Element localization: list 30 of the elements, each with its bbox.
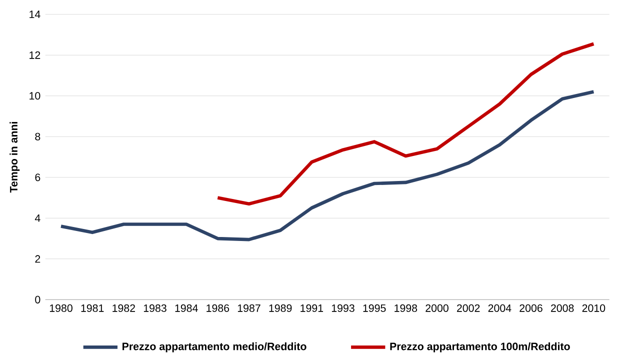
- y-axis-title: Tempo in anni: [10, 122, 20, 193]
- x-tick-label: 1982: [112, 304, 135, 312]
- y-tick-label: 12: [30, 51, 40, 59]
- x-tick-label: 1998: [394, 304, 418, 312]
- x-tick-label: 2010: [582, 304, 606, 312]
- legend-label: Prezzo appartamento 100m/Reddito: [390, 342, 570, 352]
- x-tick-label: 1989: [269, 304, 292, 312]
- x-tick-label: 1984: [175, 304, 198, 312]
- x-tick-label: 2006: [520, 304, 542, 312]
- x-tick-label: 2000: [426, 304, 448, 312]
- y-tick-label: 10: [30, 92, 40, 100]
- x-tick-label: 1986: [206, 304, 230, 312]
- y-tick-label: 14: [30, 10, 40, 18]
- y-tick-label: 8: [35, 132, 40, 140]
- x-tick-label: 1980: [50, 304, 72, 312]
- x-tick-label: 2008: [551, 304, 574, 312]
- x-tick-label: 1991: [300, 304, 324, 312]
- y-tick-label: 6: [35, 174, 40, 182]
- x-tick-label: 1987: [238, 304, 260, 312]
- x-tick-label: 1993: [332, 304, 354, 312]
- y-tick-label: 2: [35, 255, 40, 263]
- x-tick-label: 2004: [488, 304, 512, 312]
- line-series: [216, 42, 596, 206]
- x-tick-label: 1995: [363, 304, 386, 312]
- x-tick-label: 1983: [144, 304, 166, 312]
- legend-label: Prezzo appartamento medio/Reddito: [122, 342, 306, 352]
- y-tick-label: 4: [34, 214, 40, 222]
- x-tick-label: 1981: [81, 304, 104, 312]
- x-tick-label: 2002: [457, 304, 480, 312]
- y-tick-label: 0: [35, 296, 40, 304]
